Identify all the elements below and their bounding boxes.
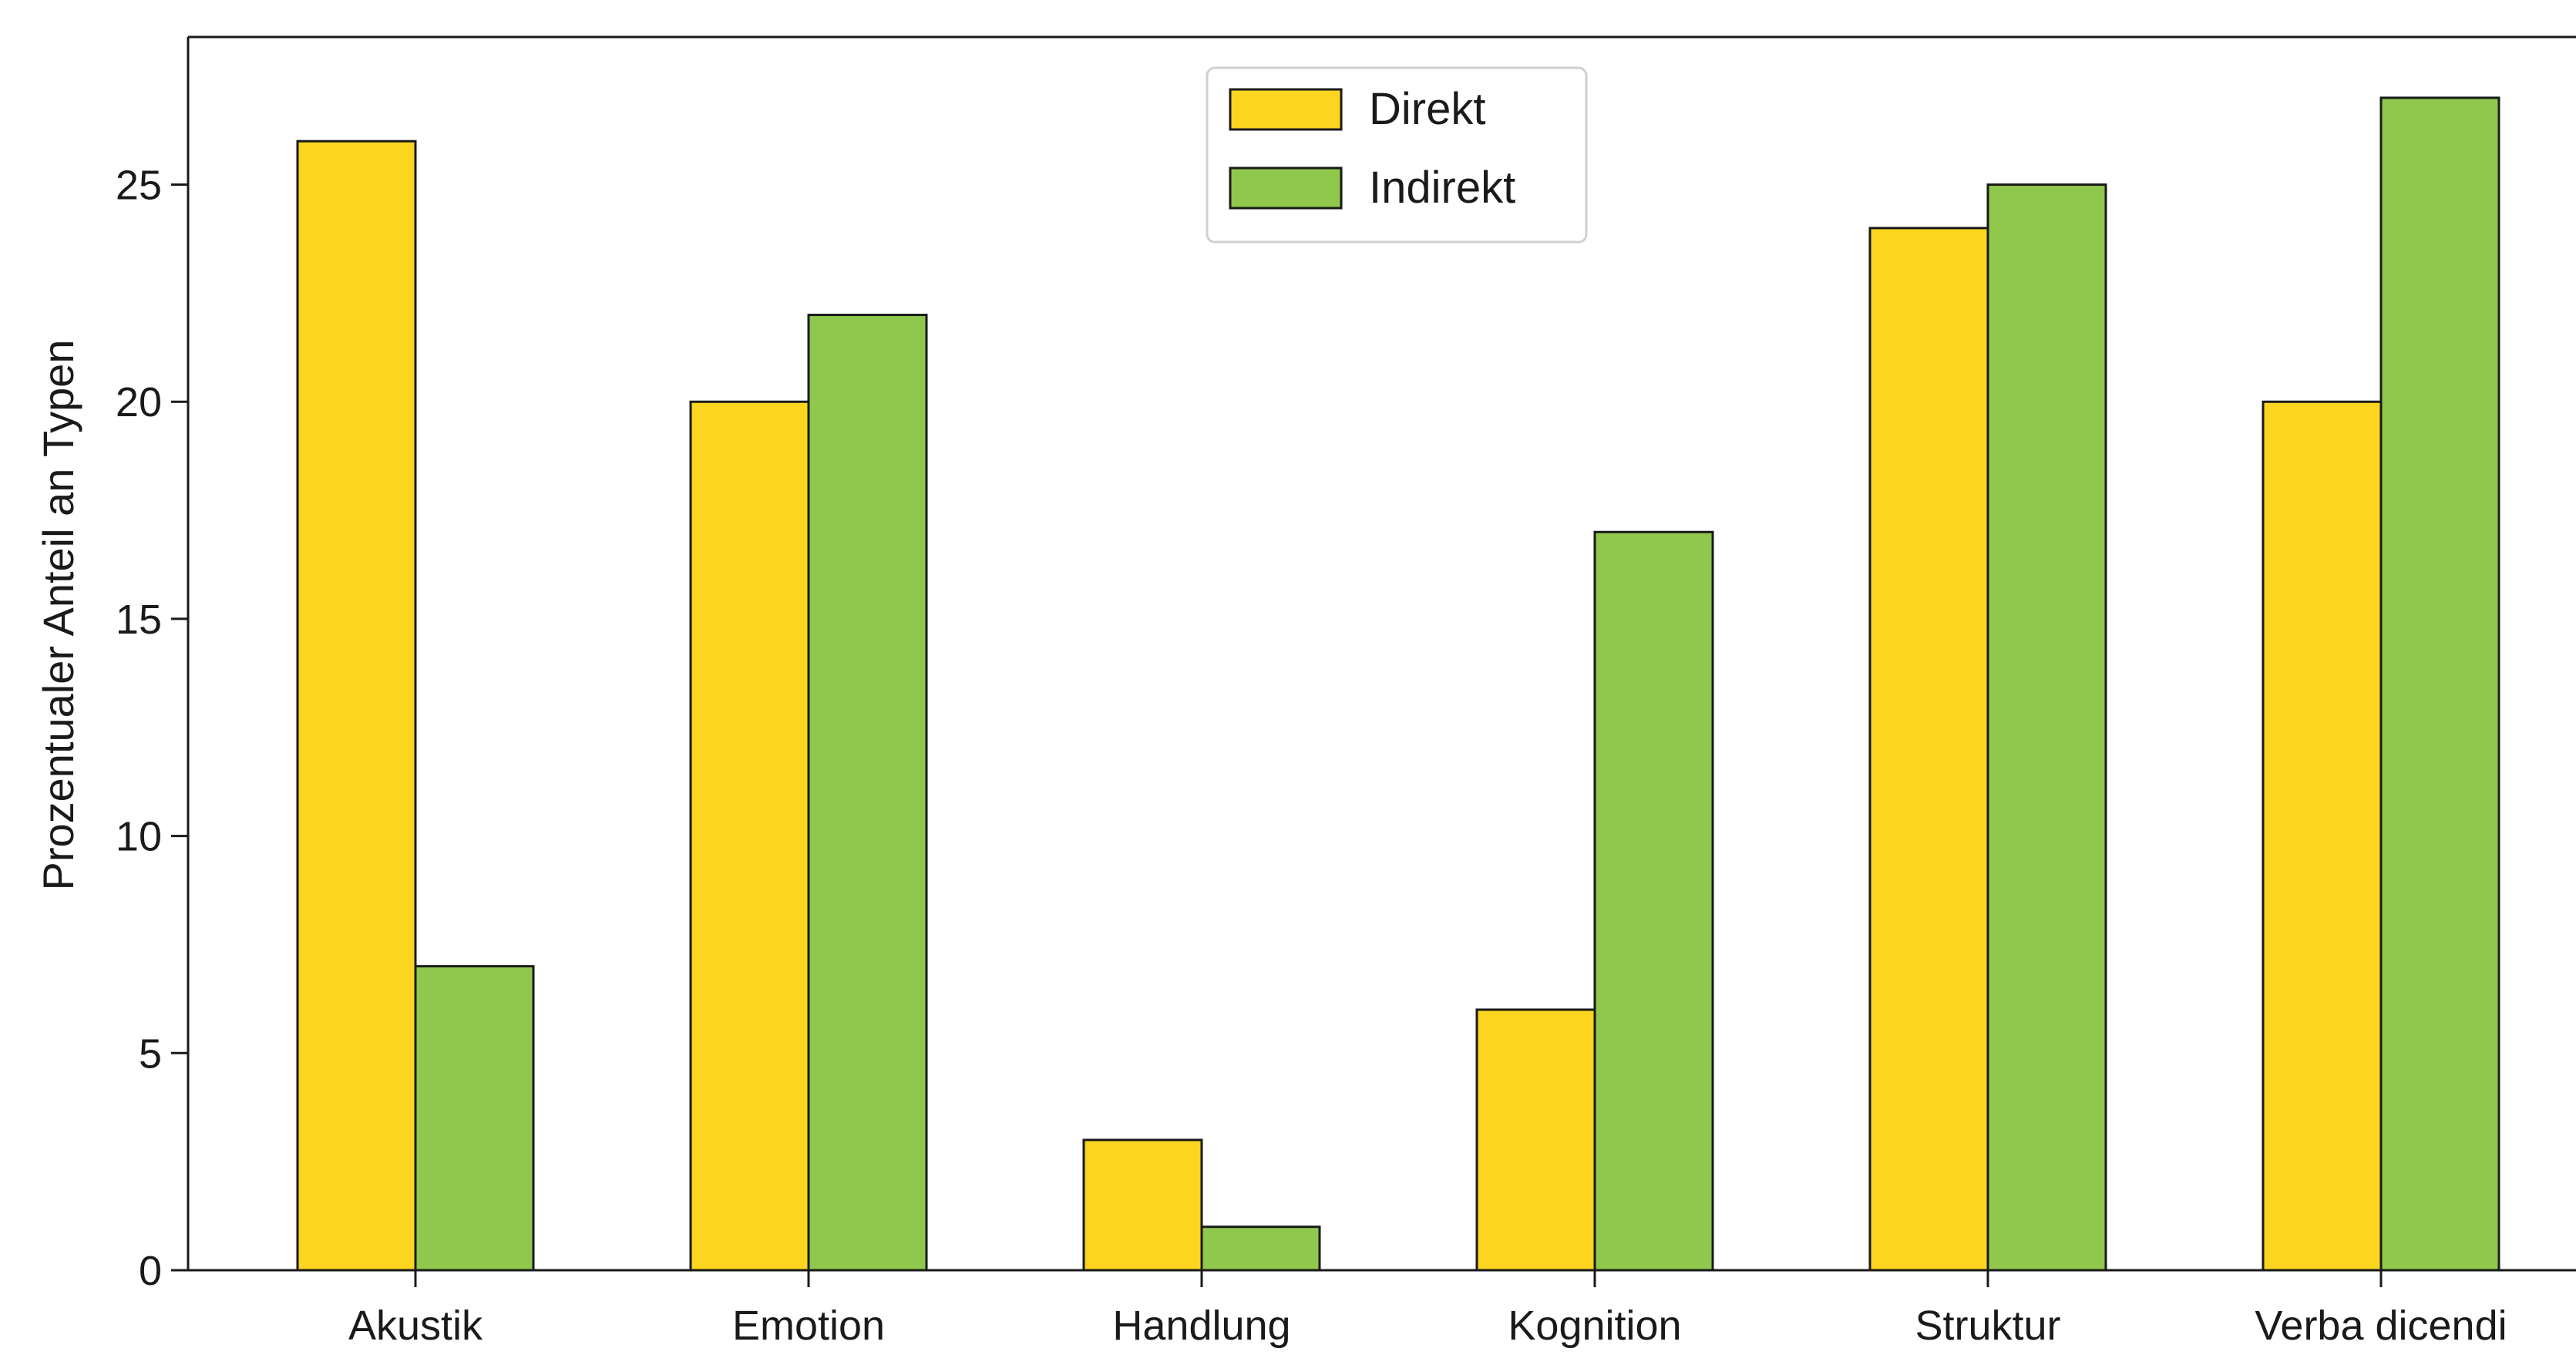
bar-direkt-handlung <box>1082 1138 1203 1272</box>
y-tick-label: 5 <box>139 1031 162 1077</box>
bar-direkt-emotion <box>689 400 810 1272</box>
legend-label-direkt: Direkt <box>1369 84 1485 134</box>
bar-direkt-struktur <box>1868 227 1989 1272</box>
bar-direkt-kognition <box>1475 1008 1596 1272</box>
bar-indirekt-struktur <box>1986 183 2107 1272</box>
legend-swatch-direkt <box>1229 88 1343 131</box>
y-tick-label: 20 <box>116 379 162 425</box>
bar-indirekt-handlung <box>1200 1226 1321 1272</box>
y-axis-title: Prozentualer Anteil an Typen <box>34 339 82 890</box>
bar-direkt-verba-dicendi <box>2262 400 2383 1272</box>
plot-frame <box>187 35 2576 1272</box>
y-tick-label: 15 <box>116 597 162 643</box>
bar-direkt-akustik <box>296 140 417 1272</box>
x-tick-label: Emotion <box>732 1303 885 1349</box>
x-tick-label: Akustik <box>348 1303 483 1349</box>
legend-label-indirekt: Indirekt <box>1369 163 1515 213</box>
bars <box>296 96 2500 1272</box>
bar-indirekt-verba-dicendi <box>2379 96 2500 1272</box>
bar-indirekt-kognition <box>1593 530 1714 1272</box>
y-tick-label: 10 <box>116 814 162 860</box>
legend: Direkt Indirekt <box>1206 66 1588 244</box>
x-tick-label: Struktur <box>1915 1303 2060 1349</box>
bar-indirekt-emotion <box>807 314 928 1272</box>
x-axis: Akustik Emotion Handlung Kognition Struktur V… <box>348 1270 2507 1349</box>
x-tick-label: Verba dicendi <box>2255 1303 2507 1349</box>
legend-swatch-indirekt <box>1229 166 1343 210</box>
x-tick-label: Handlung <box>1112 1303 1290 1349</box>
y-tick-label: 25 <box>116 163 162 209</box>
x-tick-label: Kognition <box>1508 1303 1681 1349</box>
y-tick-label: 0 <box>139 1248 162 1294</box>
y-axis: 0 5 10 15 20 25 <box>116 163 188 1294</box>
bar-indirekt-akustik <box>414 965 535 1272</box>
